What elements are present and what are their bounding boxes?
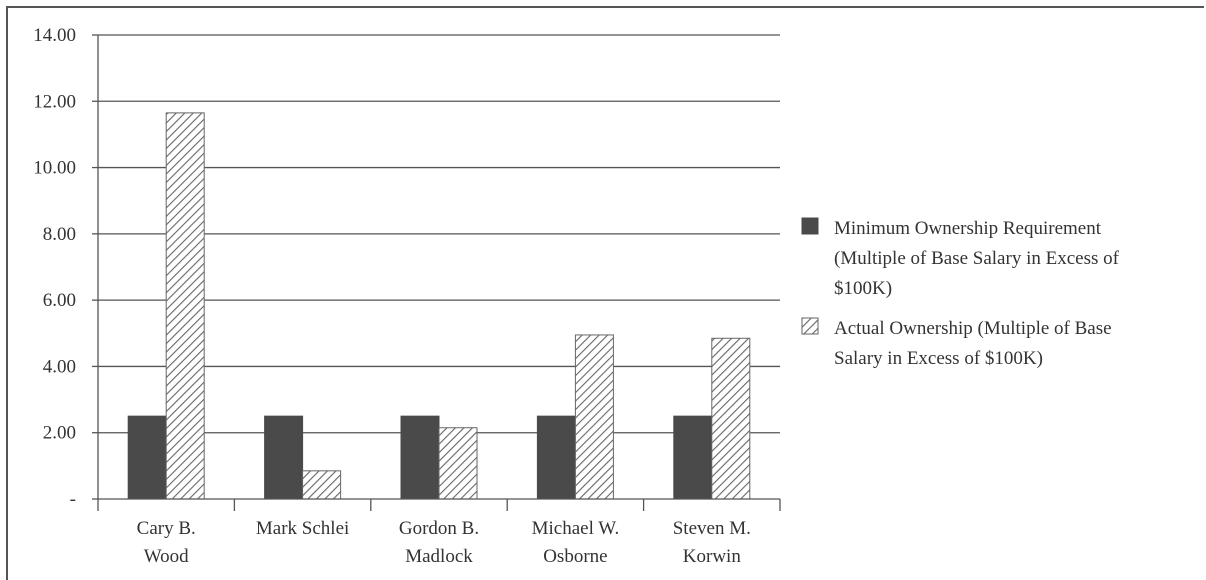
- legend: Minimum Ownership Requirement (Multiple o…: [801, 217, 1120, 369]
- x-category-label: Steven M.: [673, 518, 751, 539]
- x-category-label: Mark Schlei: [256, 518, 349, 539]
- y-tick-label: 8.00: [43, 224, 76, 245]
- x-category-label: Madlock: [405, 546, 473, 567]
- legend-label-minimum: Minimum Ownership Requirement: [834, 218, 1102, 239]
- y-tick-label: 10.00: [33, 158, 76, 179]
- bar-actual-ownership: [711, 337, 751, 500]
- bar-minimum-requirement: [400, 415, 440, 500]
- bar-actual-ownership: [574, 334, 614, 500]
- x-category-label: Osborne: [543, 546, 607, 567]
- bar-minimum-requirement: [536, 415, 576, 500]
- legend-label-actual: Actual Ownership (Multiple of Base: [834, 318, 1112, 339]
- bar-minimum-requirement: [264, 415, 304, 500]
- bar-minimum-requirement: [127, 415, 167, 500]
- legend-swatch-actual: [801, 317, 819, 335]
- bars: [127, 112, 751, 500]
- y-tick-label: 2.00: [43, 423, 76, 444]
- x-category-label: Wood: [144, 546, 189, 567]
- legend-label-actual: Salary in Excess of $100K): [834, 348, 1043, 369]
- axes: - 2.00 4.00 6.00 8.00 10.00 12.00 14.00 Cary B. W…: [33, 25, 781, 567]
- bar-actual-ownership: [302, 470, 342, 500]
- bar-minimum-requirement: [673, 415, 713, 500]
- x-category-label: Cary B.: [137, 518, 196, 539]
- y-tick-label: -: [70, 489, 76, 510]
- bar-actual-ownership: [165, 112, 205, 500]
- legend-label-minimum: $100K): [834, 278, 892, 299]
- legend-label-minimum: (Multiple of Base Salary in Excess of: [834, 248, 1120, 269]
- chart-frame: [6, 6, 1204, 580]
- x-category-label: Korwin: [683, 546, 742, 567]
- legend-swatch-minimum: [801, 217, 819, 235]
- bar-actual-ownership: [438, 427, 478, 500]
- y-tick-label: 4.00: [43, 356, 76, 377]
- y-tick-label: 12.00: [33, 91, 76, 112]
- y-tick-label: 6.00: [43, 290, 76, 311]
- x-category-label: Michael W.: [532, 518, 620, 539]
- x-category-label: Gordon B.: [399, 518, 479, 539]
- y-tick-label: 14.00: [33, 25, 76, 46]
